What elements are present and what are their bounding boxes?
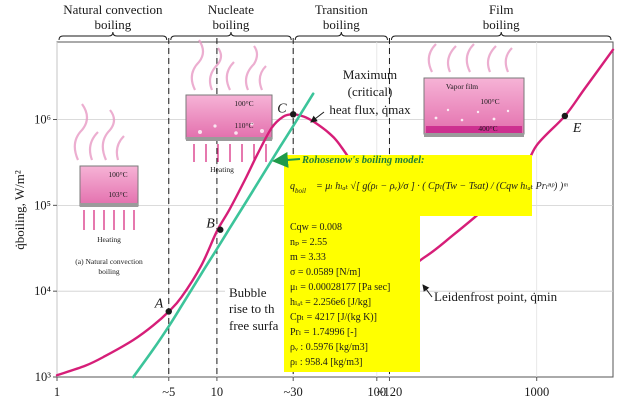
nucleate-bottom-temp: 110°C [235, 121, 254, 130]
series-line-1 [132, 92, 315, 379]
regime-bracket-2 [294, 31, 388, 41]
x-tick-label-0: 1 [54, 385, 60, 399]
model-title: Rohosenow's boiling model: [301, 155, 425, 166]
point-label-B: B [206, 217, 215, 232]
x-tick-label-4: 100 [367, 385, 386, 399]
leidenfrost-label: Leidenfrost point, q̇min [434, 289, 558, 304]
natural-caption-line1: (a) Natural convection [75, 257, 143, 266]
x-tick-label-6: 1000 [524, 385, 549, 399]
film-top-temp: 100°C [480, 97, 499, 106]
model-param-4: μₗ = 0.00028177 [Pa sec] [290, 282, 390, 293]
natural-bottom-temp: 103°C [108, 190, 127, 199]
regime-label-0-line2: boiling [94, 17, 131, 32]
natural-heating-label: Heating [97, 235, 121, 244]
point-marker-B [217, 226, 224, 233]
model-formula-box [284, 155, 532, 216]
nucleate-pan-illustration: 100°C 110°C Heating [185, 39, 273, 174]
natural-convection-pan-illustration: 100°C 103°C Heating (a) Natural convecti… [73, 103, 143, 276]
bubbles-annotation: Bubble rise to th free surfa [225, 283, 285, 337]
natural-top-temp: 100°C [108, 170, 127, 179]
point-label-C: C [277, 101, 287, 116]
max-heat-flux-line1: Maximum [343, 67, 397, 82]
y-axis-ticks: 10³ 10⁴ 10⁵ 10⁶ [34, 113, 57, 384]
regime-label-2-line1: Transition [315, 2, 368, 17]
point-marker-C [289, 111, 297, 118]
regime-headers: Natural convectionboilingNucleateboiling… [58, 2, 612, 41]
model-param-5: hₗₐₜ = 2.256e6 [J/kg] [290, 297, 371, 308]
model-params-list: Cqw = 0.008 nₚ = 2.55 m = 3.33 σ = 0.0589 [… [290, 222, 390, 368]
model-param-1: nₚ = 2.55 [290, 237, 327, 248]
film-boiling-pan-illustration: Vapor film 100°C 400°C [423, 43, 525, 137]
regime-bracket-0 [58, 31, 168, 41]
model-params-box [284, 216, 420, 372]
film-bottom-temp: 400°C [478, 124, 497, 133]
bubbles-line1: Bubble [229, 285, 267, 300]
regime-bracket-1 [170, 31, 292, 41]
y-axis-label: q̇boiling, W/m² [12, 170, 27, 250]
points-layer: A B C E [154, 101, 582, 315]
bubbles-line3: free surfa [229, 318, 279, 333]
y-tick-label-2: 10⁵ [34, 198, 51, 212]
nucleate-top-temp: 100°C [234, 99, 253, 108]
nucleate-heating-label: Heating [210, 165, 234, 174]
regime-bracket-3 [390, 31, 612, 41]
model-param-6: Cpₗ = 4217 [J/(kg K)] [290, 312, 377, 323]
max-heat-flux-line2: (critical) [348, 84, 393, 99]
point-label-A: A [154, 296, 164, 311]
regime-label-3-line1: Film [489, 2, 514, 17]
x-tick-label-5: ~120 [377, 385, 403, 399]
y-tick-label-1: 10⁴ [34, 284, 51, 298]
y-tick-label-0: 10³ [35, 370, 52, 384]
model-param-2: m = 3.33 [290, 252, 326, 263]
max-heat-flux-annotation: Maximum (critical) heat flux, q̇max [310, 67, 411, 123]
y-tick-label-3: 10⁶ [34, 113, 51, 127]
rohsenow-model-box: Rohosenow's boiling model: qboil = μₗ hₗ… [272, 151, 568, 372]
natural-caption-line2: boiling [98, 267, 120, 276]
model-param-3: σ = 0.0589 [N/m] [290, 267, 360, 278]
point-marker-A [165, 308, 172, 315]
x-tick-label-1: ~5 [162, 385, 175, 399]
point-label-E: E [572, 121, 582, 136]
x-axis-ticks: 1 ~5 10 ~30 100~120 1000 [54, 377, 549, 399]
model-formula-rhs: = μₗ hₗₐₜ √[ g(ρₗ − ρᵥ)/σ ] · ( Cpₗ(Tw −… [316, 181, 568, 192]
x-tick-label-2: 10 [211, 385, 224, 399]
film-vapor-label: Vapor film [446, 82, 478, 91]
model-param-9: ρₗ : 958.4 [kg/m3] [290, 357, 362, 368]
model-param-8: ρᵥ : 0.5976 [kg/m3] [290, 342, 368, 353]
regime-label-0-line1: Natural convection [63, 2, 163, 17]
model-param-7: Prₗ = 1.74996 [-] [290, 327, 357, 338]
model-formula-lhs: qboil [290, 181, 306, 195]
model-param-0: Cqw = 0.008 [290, 222, 342, 233]
bubbles-line2: rise to th [229, 301, 275, 316]
max-heat-flux-line3: heat flux, q̇max [329, 102, 411, 117]
leidenfrost-annotation: Leidenfrost point, q̇min [422, 284, 558, 304]
regime-label-3-line2: boiling [483, 17, 520, 32]
point-marker-E [561, 112, 569, 120]
regime-label-2-line2: boiling [323, 17, 360, 32]
regime-label-1-line1: Nucleate [208, 2, 254, 17]
regime-label-1-line2: boiling [213, 17, 250, 32]
x-tick-label-3: ~30 [284, 385, 303, 399]
